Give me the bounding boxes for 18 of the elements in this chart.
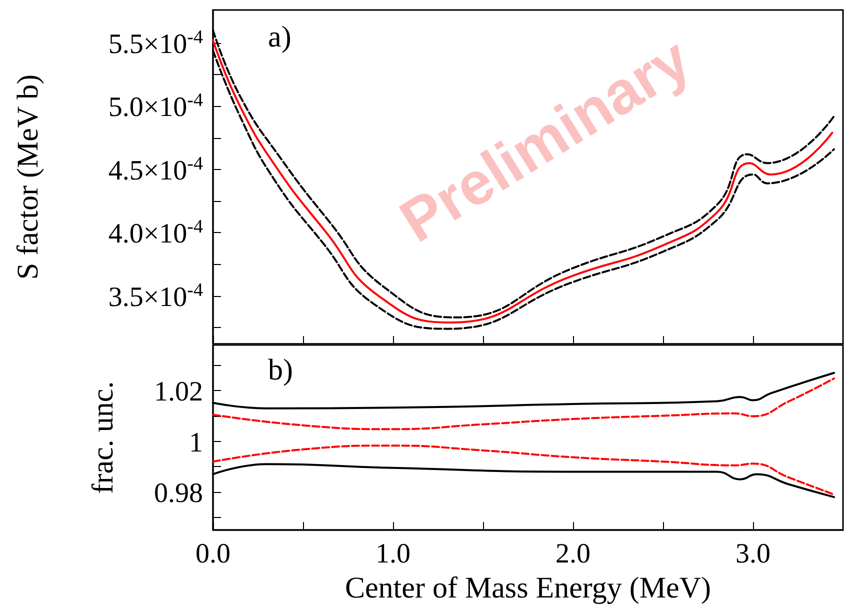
- y-tick-label: 5.5×10$^{-4}$: [108, 26, 204, 60]
- y-tick-label: 3.5×10$^{-4}$: [108, 279, 204, 313]
- y-tick-label: 1: [189, 427, 203, 458]
- y-tick-label: 1.02: [154, 376, 203, 408]
- x-axis-title: Center of Mass Energy (MeV): [344, 571, 712, 604]
- x-tick-label: 3.0: [736, 538, 770, 570]
- y-tick-label: 4.0×10$^{-4}$: [108, 216, 204, 250]
- annotation: b): [268, 354, 293, 386]
- line-series: [212, 444, 835, 496]
- x-tick-label: 2.0: [556, 538, 590, 570]
- x-tick-label: 0.0: [196, 538, 230, 570]
- y-axis-title: frac. unc.: [86, 381, 120, 494]
- y-tick-label: 4.5×10$^{-4}$: [108, 152, 204, 186]
- y-tick-label: 5.0×10$^{-4}$: [108, 90, 204, 124]
- y-axis-title: S factor (MeV b): [12, 74, 44, 280]
- annotation: a): [268, 20, 292, 54]
- x-tick-label: 1.0: [376, 538, 410, 570]
- y-tick-label: 0.98: [154, 478, 203, 509]
